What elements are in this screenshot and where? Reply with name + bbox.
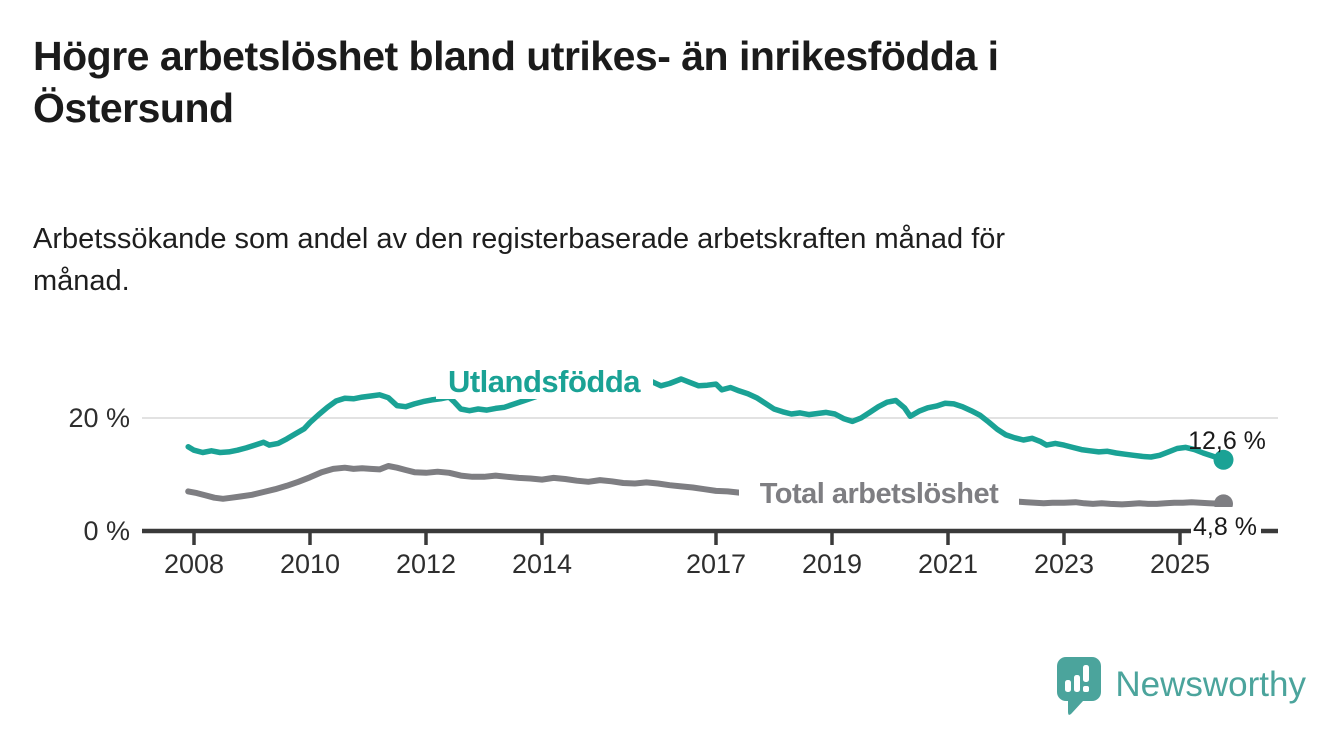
page-title-line-1: Högre arbetslöshet bland utrikes- än inr… (33, 33, 999, 79)
y-tick-label-20pct: 20 % (68, 403, 130, 433)
x-tick-label-2021: 2021 (918, 549, 978, 579)
total-end-label-mask (1191, 507, 1261, 542)
total-label-mask (739, 471, 1019, 510)
newsworthy-speech-bubble-bar-chart-icon (1057, 657, 1102, 715)
x-tick-label-2017: 2017 (686, 549, 746, 579)
exclamation-stem (1083, 665, 1090, 682)
bar-1 (1065, 680, 1072, 692)
total-series-label: Total arbetslöshet (760, 478, 999, 510)
utlandsfodda-label-mask (436, 357, 653, 399)
x-tick-label-2019: 2019 (802, 549, 862, 579)
total-arbetsloshet-line (185, 463, 1227, 508)
page-title-line-2: Östersund (33, 85, 234, 131)
x-tick-label-2023: 2023 (1034, 549, 1094, 579)
bar-2 (1074, 675, 1081, 692)
x-tick-label-2025: 2025 (1150, 549, 1210, 579)
utlandsfodda-end-dot (1213, 449, 1234, 470)
total-end-value-label: 4,8 % (1193, 513, 1257, 541)
y-tick-label-0pct: 0 % (83, 516, 130, 546)
x-tick-label-2012: 2012 (396, 549, 456, 579)
chart-subtitle: Arbetssökande som andel av den registerb… (33, 218, 1263, 302)
utlandsfodda-line (185, 376, 1227, 463)
x-tick-label-2014: 2014 (512, 549, 572, 579)
utlandsfodda-end-value-label: 12,6 % (1188, 427, 1266, 455)
newsworthy-brand: Newsworthy (1055, 654, 1306, 716)
x-tick-label-2008: 2008 (164, 549, 224, 579)
chart-subtitle-line-1: Arbetssökande som andel av den registerb… (33, 223, 1006, 255)
chart-subtitle-line-2: månad. (33, 265, 130, 297)
x-tick-label-2010: 2010 (280, 549, 340, 579)
page-title: Högre arbetslöshet bland utrikes- än inr… (33, 30, 1273, 134)
exclamation-dot (1083, 686, 1090, 692)
utlandsfodda-series-label: Utlandsfödda (448, 364, 641, 399)
brand-name-text: Newsworthy (1115, 665, 1306, 704)
